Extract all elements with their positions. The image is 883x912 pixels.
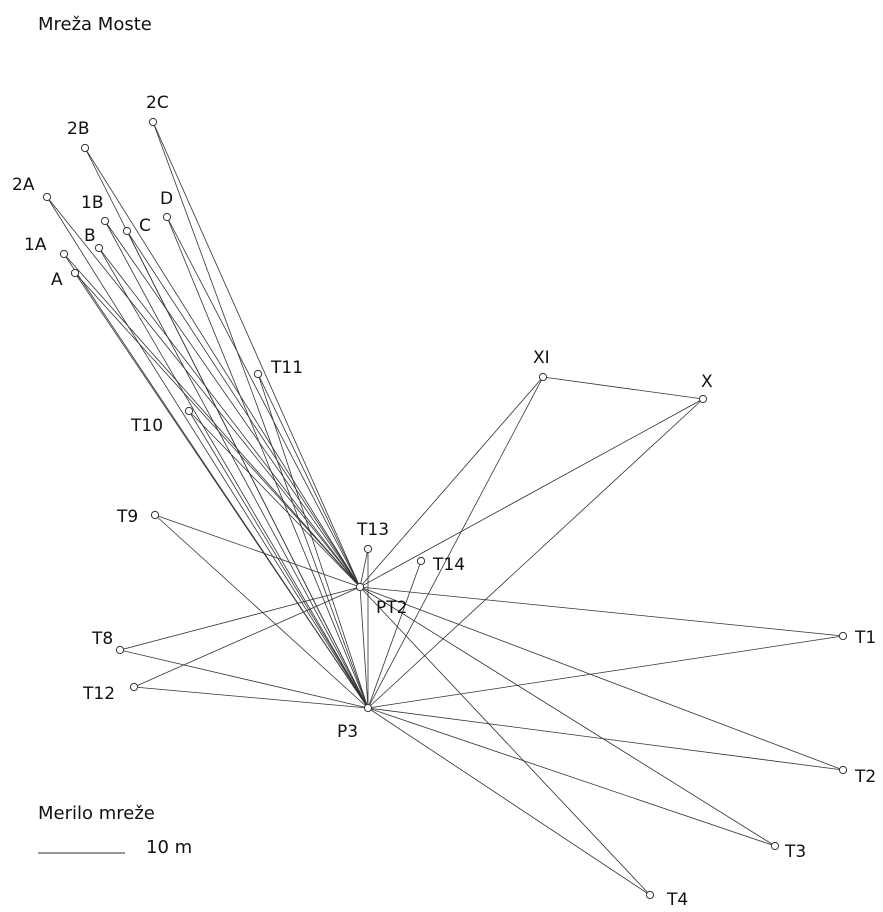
point-marker-t11	[253, 369, 263, 379]
point-marker-t3	[770, 841, 780, 851]
point-label-t1: T1	[854, 628, 876, 648]
connection-line-xi-x	[542, 376, 704, 400]
connection-line-p3-t3	[367, 707, 776, 847]
point-marker-x	[698, 394, 708, 404]
point-label-p3: P3	[337, 722, 358, 742]
connection-line-pt2-t12	[133, 586, 361, 688]
connection-line-pt2-1b	[104, 220, 361, 588]
point-marker-b	[94, 243, 104, 253]
point-label-x: X	[701, 372, 713, 392]
connection-line-p3-b	[98, 247, 369, 709]
point-marker-p3	[363, 703, 373, 713]
connection-line-p3-t4	[367, 707, 651, 896]
point-label-t3: T3	[784, 842, 806, 862]
point-label-pt2: PT2	[376, 598, 407, 618]
connection-line-pt2-t2	[359, 586, 844, 771]
point-marker-d	[162, 212, 172, 222]
point-label-2c: 2C	[146, 93, 169, 113]
point-label-t11: T11	[270, 358, 303, 378]
network-points: 2C 2B 2A 1B DC B 1AA T11 T10 XI X T9 T13 T14 PT2 T8 T1 T1…	[12, 93, 876, 910]
connection-line-p3-t9	[154, 514, 369, 709]
point-label-c: C	[139, 216, 151, 236]
point-label-a: A	[51, 270, 63, 290]
scale-value: 10 m	[146, 837, 193, 858]
point-label-d: D	[160, 189, 173, 209]
point-marker-t2	[838, 765, 848, 775]
point-label-t10: T10	[130, 416, 163, 436]
connection-line-pt2-p3	[359, 586, 369, 709]
connection-line-p3-t8	[119, 649, 369, 709]
connection-line-pt2-2a	[46, 196, 361, 588]
connection-line-pt2-2b	[84, 147, 361, 588]
connection-line-pt2-b	[98, 247, 361, 588]
connection-line-p3-t1	[367, 635, 844, 709]
point-marker-t4	[645, 890, 655, 900]
connection-line-pt2-t8	[119, 586, 361, 651]
point-label-2b: 2B	[67, 119, 89, 139]
point-marker-2a	[42, 192, 52, 202]
point-label-2a: 2A	[12, 175, 35, 195]
connection-line-p3-a	[74, 272, 369, 709]
connection-line-pt2-1a	[63, 253, 361, 588]
connection-line-pt2-t9	[154, 514, 361, 588]
point-label-t9: T9	[116, 507, 138, 527]
connection-line-pt2-t3	[359, 586, 776, 847]
scale-title: Merilo mreže	[38, 803, 155, 824]
connection-line-p3-t2	[367, 707, 844, 771]
connection-line-p3-xi	[367, 376, 544, 709]
connection-line-p3-2c	[152, 121, 369, 709]
connection-line-p3-2a	[46, 196, 369, 709]
point-marker-t1	[838, 631, 848, 641]
point-marker-xi	[538, 372, 548, 382]
point-label-t13: T13	[356, 520, 389, 540]
point-label-xi: XI	[533, 348, 550, 368]
connection-line-pt2-t10	[188, 410, 361, 588]
point-label-t2: T2	[854, 767, 876, 787]
connection-line-pt2-2c	[152, 121, 361, 588]
connection-lines	[46, 121, 844, 896]
connection-line-p3-x	[367, 398, 704, 709]
connection-line-p3-t11	[257, 373, 369, 709]
diagram-title: Mreža Moste	[38, 14, 152, 35]
connection-line-pt2-t1	[359, 586, 844, 637]
point-marker-2b	[80, 143, 90, 153]
connection-line-p3-t12	[133, 686, 369, 709]
point-marker-t14	[416, 556, 426, 566]
connection-line-pt2-x	[359, 398, 704, 588]
point-marker-t10	[184, 406, 194, 416]
connection-line-p3-t14	[367, 560, 422, 709]
connection-line-pt2-t11	[257, 373, 361, 588]
point-marker-t8	[115, 645, 125, 655]
point-label-t8: T8	[91, 629, 113, 649]
point-marker-pt2	[355, 582, 365, 592]
point-label-1b: 1B	[81, 193, 103, 213]
point-marker-t12	[129, 682, 139, 692]
point-marker-1b	[100, 216, 110, 226]
connection-line-pt2-c	[126, 230, 361, 588]
connection-line-pt2-t4	[359, 586, 651, 896]
point-marker-t13	[363, 544, 373, 554]
point-marker-2c	[148, 117, 158, 127]
point-marker-t9	[150, 510, 160, 520]
connection-line-p3-c	[126, 230, 369, 709]
connection-line-pt2-t13	[359, 548, 369, 588]
connection-line-pt2-d	[166, 216, 361, 588]
point-marker-c	[122, 226, 132, 236]
point-label-1a: 1A	[24, 235, 47, 255]
point-marker-1a	[59, 249, 69, 259]
point-label-t4: T4	[666, 890, 688, 910]
point-marker-a	[70, 268, 80, 278]
connection-line-p3-1b	[104, 220, 369, 709]
connection-line-p3-d	[166, 216, 369, 709]
point-label-t12: T12	[82, 684, 115, 704]
point-label-b: B	[84, 226, 96, 246]
connection-line-p3-t10	[188, 410, 369, 709]
point-label-t14: T14	[432, 555, 465, 575]
connection-line-pt2-xi	[359, 376, 544, 588]
